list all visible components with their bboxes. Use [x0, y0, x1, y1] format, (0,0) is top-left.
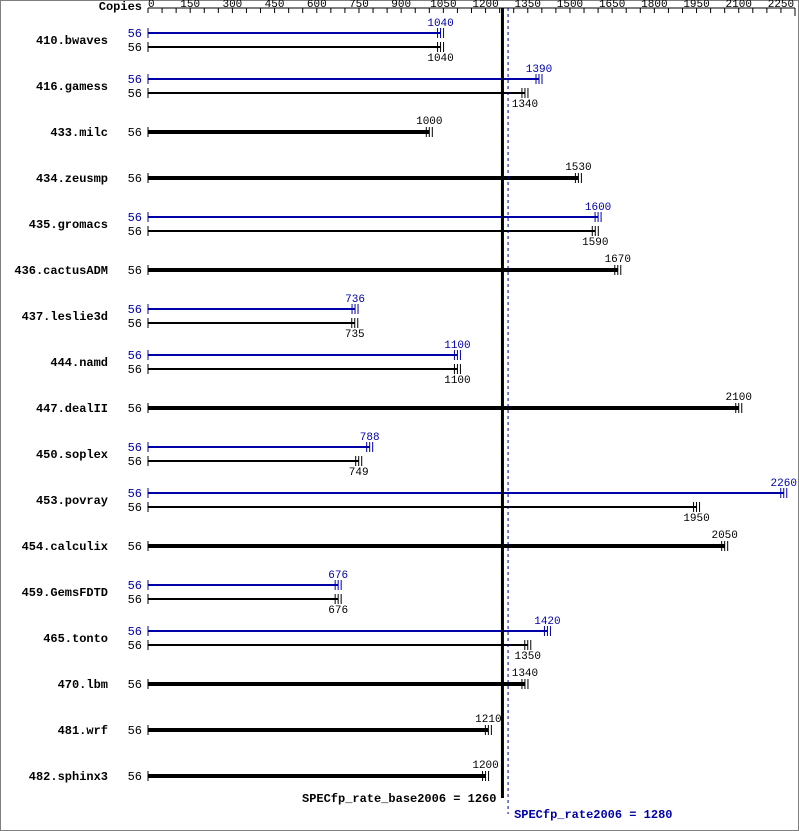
value-label-peak: 1420 [534, 616, 560, 628]
benchmark-chart: 0 150 300 450 600 750 900 1050 1200 1350 1500 1650 1… [0, 0, 799, 831]
copies-base: 56 [128, 639, 142, 653]
value-label-base: 1200 [472, 760, 498, 772]
axis-tick-label: 450 [265, 0, 285, 11]
value-label-peak: 788 [360, 432, 380, 444]
copies-base: 56 [128, 724, 142, 738]
benchmark-label: 444.namd [50, 356, 108, 370]
axis-tick-label: 1050 [430, 0, 456, 11]
benchmark-label: 482.sphinx3 [29, 770, 108, 784]
copies-base: 56 [128, 87, 142, 101]
value-label-base: 2100 [726, 392, 752, 404]
value-label-peak: 736 [345, 294, 365, 306]
benchmark-label: 416.gamess [36, 80, 108, 94]
benchmark-label: 459.GemsFDTD [22, 586, 108, 600]
axis-tick-label: 1500 [557, 0, 583, 11]
copies-peak: 56 [128, 579, 142, 593]
value-label-peak: 1390 [526, 64, 552, 76]
axis-tick-label: 300 [222, 0, 242, 11]
axis-tick-label: 600 [307, 0, 327, 11]
benchmark-label: 453.povray [36, 494, 108, 508]
value-label-peak: 676 [328, 570, 348, 582]
benchmark-label: 434.zeusmp [36, 172, 108, 186]
copies-base: 56 [128, 363, 142, 377]
value-label-base: 1210 [475, 714, 501, 726]
copies-base: 56 [128, 264, 142, 278]
copies-peak: 56 [128, 73, 142, 87]
reference-label-base: SPECfp_rate_base2006 = 1260 [302, 792, 496, 806]
value-label-base: 735 [345, 329, 365, 341]
axis-tick-label: 1800 [641, 0, 667, 11]
value-label-peak: 1040 [427, 18, 453, 30]
value-label-base: 1340 [512, 99, 538, 111]
benchmark-label: 436.cactusADM [14, 264, 108, 278]
benchmark-label: 481.wrf [58, 724, 108, 738]
copies-base: 56 [128, 402, 142, 416]
copies-base: 56 [128, 41, 142, 55]
copies-base: 56 [128, 225, 142, 239]
copies-peak: 56 [128, 349, 142, 363]
value-label-base: 1350 [515, 651, 541, 663]
copies-peak: 56 [128, 303, 142, 317]
value-label-base: 1530 [565, 162, 591, 174]
copies-base: 56 [128, 172, 142, 186]
benchmark-label: 435.gromacs [29, 218, 108, 232]
value-label-base: 1590 [582, 237, 608, 249]
axis-tick-label: 750 [349, 0, 369, 11]
copies-base: 56 [128, 678, 142, 692]
value-label-base: 1950 [683, 513, 709, 525]
axis-tick-label: 1950 [683, 0, 709, 11]
copies-base: 56 [128, 593, 142, 607]
value-label-base: 1040 [427, 53, 453, 65]
value-label-base: 1100 [444, 375, 470, 387]
value-label-peak: 2260 [771, 478, 797, 490]
benchmark-label: 465.tonto [43, 632, 108, 646]
copies-header: Copies [99, 0, 142, 14]
axis-tick-label: 150 [180, 0, 200, 11]
chart-border [1, 1, 799, 831]
value-label-base: 1340 [512, 668, 538, 680]
benchmark-label: 454.calculix [22, 540, 108, 554]
benchmarks: 410.bwaves565610401040416.gamess56561390… [14, 18, 797, 784]
copies-base: 56 [128, 455, 142, 469]
copies-peak: 56 [128, 625, 142, 639]
copies-peak: 56 [128, 211, 142, 225]
benchmark-label: 433.milc [50, 126, 108, 140]
axis-tick-label: 0 [148, 0, 155, 11]
value-label-peak: 1600 [585, 202, 611, 214]
value-label-base: 1000 [416, 116, 442, 128]
copies-base: 56 [128, 770, 142, 784]
value-label-base: 749 [349, 467, 369, 479]
copies-base: 56 [128, 540, 142, 554]
axis-tick-label: 1650 [599, 0, 625, 11]
copies-peak: 56 [128, 441, 142, 455]
copies-base: 56 [128, 501, 142, 515]
copies-peak: 56 [128, 487, 142, 501]
copies-base: 56 [128, 126, 142, 140]
axis-tick-label: 1350 [515, 0, 541, 11]
copies-peak: 56 [128, 27, 142, 41]
reference-label-peak: SPECfp_rate2006 = 1280 [514, 808, 672, 822]
benchmark-label: 470.lbm [58, 678, 108, 692]
value-label-peak: 1100 [444, 340, 470, 352]
axis-tick-label: 1200 [472, 0, 498, 11]
benchmark-label: 450.soplex [36, 448, 108, 462]
axis-tick-label: 2250 [768, 0, 794, 11]
copies-base: 56 [128, 317, 142, 331]
axis-tick-label: 2100 [726, 0, 752, 11]
benchmark-label: 437.leslie3d [22, 310, 108, 324]
benchmark-label: 410.bwaves [36, 34, 108, 48]
value-label-base: 676 [328, 605, 348, 617]
value-label-base: 2050 [711, 530, 737, 542]
value-label-base: 1670 [605, 254, 631, 266]
axis-tick-label: 900 [391, 0, 411, 11]
benchmark-label: 447.dealII [36, 402, 108, 416]
